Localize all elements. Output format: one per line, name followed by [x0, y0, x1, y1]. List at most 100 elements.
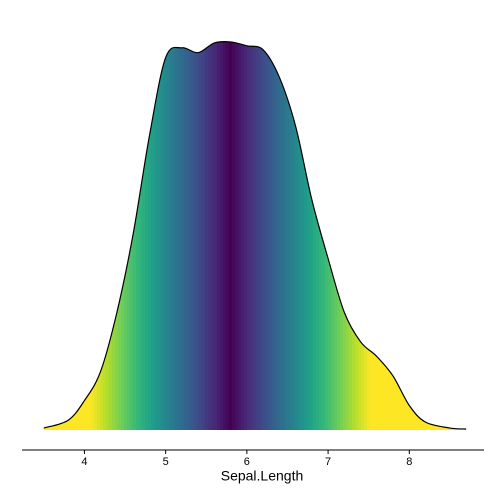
gradient-strip: [364, 41, 368, 430]
gradient-strip: [46, 41, 50, 430]
gradient-strip: [382, 41, 386, 430]
gradient-strip: [286, 41, 290, 430]
x-tick-label: 8: [406, 456, 412, 468]
gradient-strip: [313, 41, 317, 430]
gradient-strip: [49, 41, 53, 430]
gradient-strip: [169, 41, 173, 430]
gradient-strip: [133, 41, 137, 430]
gradient-strip: [265, 41, 269, 430]
gradient-strip: [340, 41, 344, 430]
gradient-strip: [223, 41, 227, 430]
gradient-strip: [361, 41, 365, 430]
gradient-strip: [148, 41, 152, 430]
gradient-strip: [442, 41, 446, 430]
gradient-strip: [412, 41, 416, 430]
gradient-strip: [406, 41, 410, 430]
gradient-strip: [298, 41, 302, 430]
gradient-strip: [433, 41, 437, 430]
gradient-strip: [457, 41, 461, 430]
x-axis-title: Sepal.Length: [221, 468, 304, 484]
gradient-strip: [418, 41, 422, 430]
gradient-strip: [43, 41, 47, 430]
gradient-strip: [445, 41, 449, 430]
gradient-strip: [205, 41, 209, 430]
gradient-strip: [88, 41, 92, 430]
gradient-strip: [94, 41, 98, 430]
gradient-strip: [409, 41, 413, 430]
gradient-strip: [130, 41, 134, 430]
gradient-strip: [115, 41, 119, 430]
gradient-strip: [259, 41, 263, 430]
gradient-strip: [163, 41, 167, 430]
gradient-strip: [157, 41, 161, 430]
gradient-strip: [319, 41, 323, 430]
gradient-strip: [295, 41, 299, 430]
gradient-strip: [196, 41, 200, 430]
gradient-strip: [70, 41, 74, 430]
gradient-strip: [358, 41, 362, 430]
gradient-strip: [67, 41, 71, 430]
gradient-strip: [226, 41, 230, 430]
gradient-strip: [334, 41, 338, 430]
gradient-strip: [202, 41, 206, 430]
gradient-strip: [391, 41, 395, 430]
gradient-strip: [109, 41, 113, 430]
gradient-strip: [268, 41, 272, 430]
gradient-strip: [331, 41, 335, 430]
gradient-strip: [397, 41, 401, 430]
gradient-strip: [322, 41, 326, 430]
gradient-strip: [310, 41, 314, 430]
gradient-strip: [301, 41, 305, 430]
gradient-strip: [394, 41, 398, 430]
density-fill: [43, 41, 467, 430]
gradient-strip: [124, 41, 128, 430]
gradient-strip: [355, 41, 359, 430]
gradient-strip: [181, 41, 185, 430]
gradient-strip: [175, 41, 179, 430]
gradient-strip: [292, 41, 296, 430]
gradient-strip: [403, 41, 407, 430]
gradient-strip: [73, 41, 77, 430]
gradient-strip: [424, 41, 428, 430]
gradient-strip: [376, 41, 380, 430]
gradient-strip: [178, 41, 182, 430]
gradient-strip: [64, 41, 68, 430]
gradient-strip: [241, 41, 245, 430]
gradient-strip: [373, 41, 377, 430]
gradient-strip: [112, 41, 116, 430]
gradient-strip: [79, 41, 83, 430]
gradient-strip: [274, 41, 278, 430]
gradient-strip: [379, 41, 383, 430]
gradient-strip: [118, 41, 122, 430]
gradient-strip: [352, 41, 356, 430]
gradient-strip: [151, 41, 155, 430]
gradient-strip: [91, 41, 95, 430]
gradient-strip: [289, 41, 293, 430]
gradient-strip: [154, 41, 158, 430]
x-tick-label: 4: [81, 456, 87, 468]
gradient-strip: [190, 41, 194, 430]
gradient-strip: [427, 41, 431, 430]
gradient-strip: [142, 41, 146, 430]
gradient-strip: [454, 41, 458, 430]
gradient-strip: [172, 41, 176, 430]
gradient-strip: [466, 41, 467, 430]
gradient-strip: [415, 41, 419, 430]
gradient-strip: [184, 41, 188, 430]
gradient-strip: [247, 41, 251, 430]
gradient-strip: [439, 41, 443, 430]
gradient-strip: [421, 41, 425, 430]
gradient-strip: [82, 41, 86, 430]
gradient-strip: [325, 41, 329, 430]
gradient-strip: [160, 41, 164, 430]
gradient-strip: [97, 41, 101, 430]
gradient-strip: [61, 41, 65, 430]
gradient-strip: [127, 41, 131, 430]
gradient-strip: [217, 41, 221, 430]
gradient-strip: [307, 41, 311, 430]
gradient-strip: [367, 41, 371, 430]
gradient-strip: [229, 41, 233, 430]
x-tick-label: 5: [163, 456, 169, 468]
gradient-strip: [337, 41, 341, 430]
gradient-strip: [430, 41, 434, 430]
